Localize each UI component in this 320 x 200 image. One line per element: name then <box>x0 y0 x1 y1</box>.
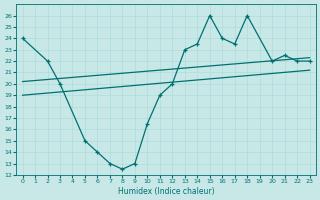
X-axis label: Humidex (Indice chaleur): Humidex (Indice chaleur) <box>118 187 214 196</box>
